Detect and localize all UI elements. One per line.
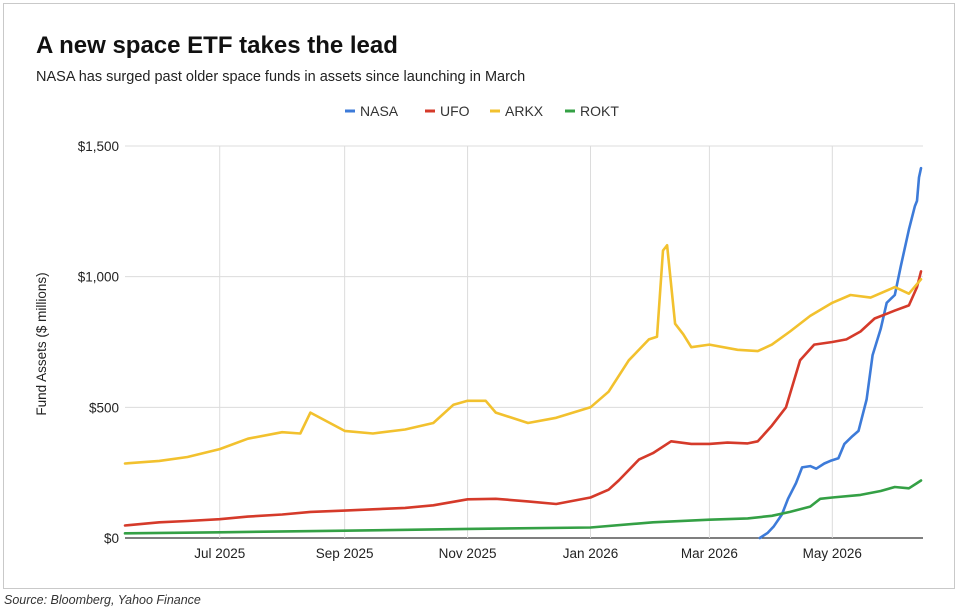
- series-line-ufo: [123, 270, 923, 527]
- x-tick-label: Nov 2025: [439, 546, 497, 561]
- y-tick-label: $0: [104, 531, 119, 546]
- chart-frame: [3, 3, 955, 589]
- source-note: Source: Bloomberg, Yahoo Finance: [4, 593, 201, 607]
- y-axis-label: Fund Assets ($ millions): [34, 272, 49, 415]
- legend-label-ufo: UFO: [440, 103, 470, 119]
- series-line-nasa: [758, 166, 923, 540]
- gridlines: [125, 145, 923, 539]
- chart-subtitle: NASA has surged past older space funds i…: [36, 69, 526, 85]
- chart-title: A new space ETF takes the lead: [36, 32, 398, 59]
- y-axis-ticks: $0 $500 $1,000 $1,500: [78, 139, 119, 546]
- legend-label-arkx: ARKX: [505, 103, 544, 119]
- y-tick-label: $1,500: [78, 139, 119, 154]
- x-tick-label: Jan 2026: [563, 546, 619, 561]
- series-line-arkx: [123, 244, 923, 465]
- x-tick-label: Sep 2025: [316, 546, 374, 561]
- legend-label-rokt: ROKT: [580, 103, 619, 119]
- series-line-rokt: [123, 479, 923, 535]
- series-lines: [123, 166, 923, 540]
- y-tick-label: $1,000: [78, 270, 119, 285]
- x-tick-label: Jul 2025: [194, 546, 245, 561]
- legend-label-nasa: NASA: [360, 103, 399, 119]
- x-tick-label: May 2026: [803, 546, 862, 561]
- y-tick-label: $500: [89, 400, 119, 415]
- x-axis-ticks: Jul 2025 Sep 2025 Nov 2025 Jan 2026 Mar 2026…: [194, 546, 862, 561]
- x-tick-label: Mar 2026: [681, 546, 738, 561]
- legend: NASA UFO ARKX ROKT: [345, 103, 619, 119]
